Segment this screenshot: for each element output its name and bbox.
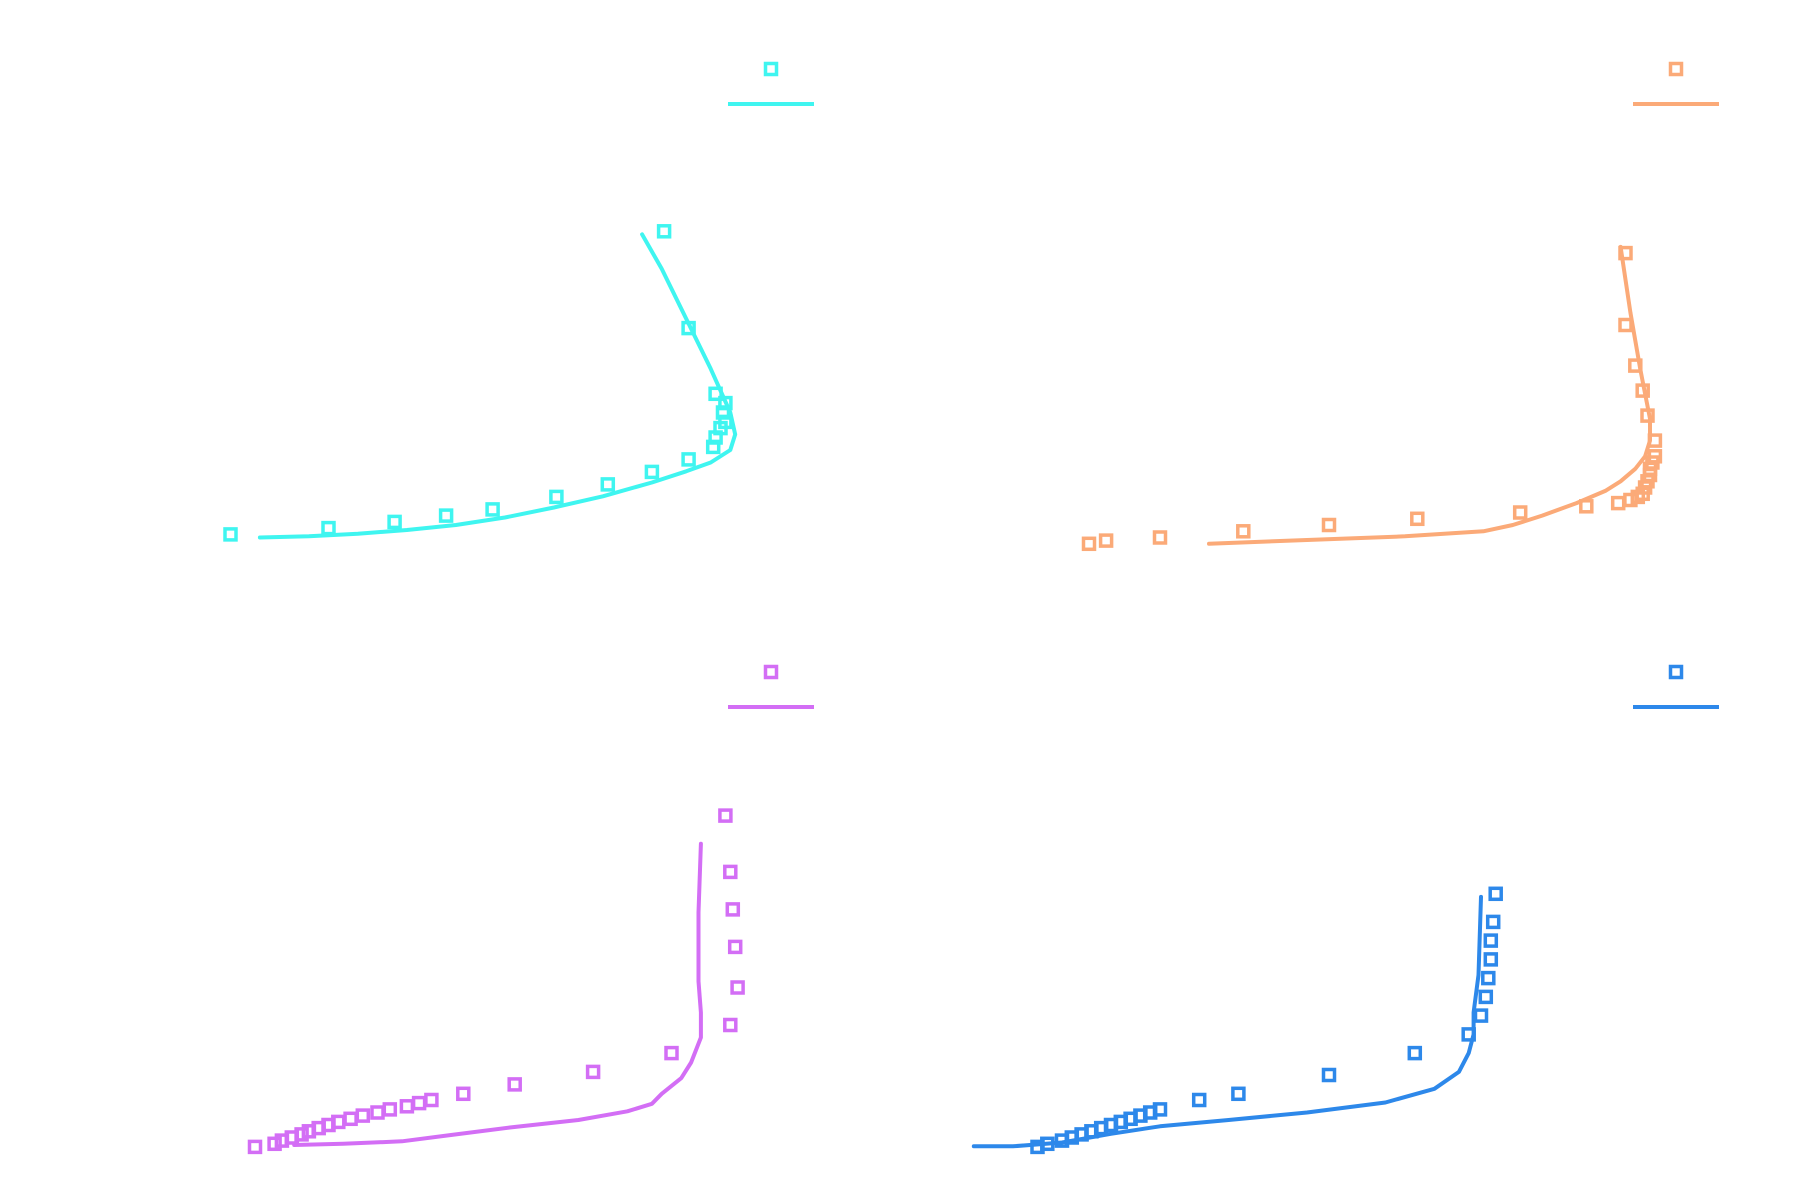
data-point: [321, 520, 336, 536]
legend-marker-icon: [1668, 664, 1684, 680]
data-point: [1618, 317, 1633, 333]
legend-marker-icon: [763, 664, 779, 680]
data-point: [1407, 1045, 1423, 1061]
data-point: [1321, 517, 1337, 533]
data-point: [725, 902, 741, 917]
data-point: [727, 939, 743, 955]
data-point: [485, 502, 500, 517]
data-point: [382, 1102, 398, 1117]
data-point: [585, 1064, 601, 1080]
data-point: [723, 1017, 738, 1033]
legend: [728, 61, 814, 106]
legend: [1633, 664, 1719, 709]
data-point: [507, 1077, 522, 1092]
data-point: [424, 1092, 439, 1108]
data-point: [267, 1136, 282, 1152]
legend-marker-icon: [763, 61, 779, 77]
data-point: [1512, 505, 1528, 520]
data-point: [644, 464, 660, 480]
data-point: [730, 980, 745, 995]
data-point: [223, 527, 238, 542]
data-point: [1191, 1092, 1207, 1108]
data-point: [1483, 933, 1499, 948]
data-point: [1410, 511, 1425, 527]
data-point: [1081, 536, 1097, 552]
data-point: [247, 1139, 263, 1155]
series-line: [1207, 244, 1652, 546]
data-point: [343, 1111, 358, 1127]
data-point: [411, 1095, 427, 1111]
plot-panel-2: [1081, 61, 1719, 552]
data-point: [1481, 970, 1496, 986]
data-point: [1473, 1008, 1489, 1023]
legend: [1633, 61, 1719, 106]
data-point: [681, 452, 696, 467]
data-point: [723, 864, 738, 880]
data-point: [1478, 989, 1494, 1005]
data-point: [1152, 1102, 1168, 1117]
data-point: [294, 1127, 309, 1142]
data-point: [656, 224, 672, 239]
data-point: [355, 1108, 371, 1123]
data-point: [718, 808, 733, 823]
legend: [728, 664, 814, 709]
data-point: [1098, 533, 1114, 548]
data-point: [1647, 449, 1663, 464]
data-point: [664, 1045, 679, 1061]
plot-panel-4: [971, 664, 1719, 1155]
data-point: [600, 477, 616, 492]
data-point: [370, 1105, 385, 1120]
series-line: [257, 232, 738, 540]
plot-panel-3: [247, 664, 814, 1155]
data-point: [1236, 524, 1251, 539]
data-point: [1610, 495, 1626, 511]
data-point: [331, 1114, 346, 1130]
series-line: [292, 841, 703, 1147]
data-point: [1321, 1067, 1337, 1083]
data-point: [1483, 952, 1499, 967]
legend-marker-icon: [1668, 61, 1684, 77]
data-point: [1152, 530, 1168, 545]
data-point: [1231, 1086, 1246, 1102]
plot-panel-1: [223, 61, 814, 542]
data-point: [387, 514, 402, 530]
data-point: [456, 1086, 471, 1102]
data-point: [438, 508, 454, 523]
data-point: [1485, 914, 1501, 930]
data-point: [399, 1099, 415, 1114]
series-line: [971, 894, 1483, 1149]
data-point: [1488, 886, 1503, 902]
data-point: [549, 489, 564, 505]
